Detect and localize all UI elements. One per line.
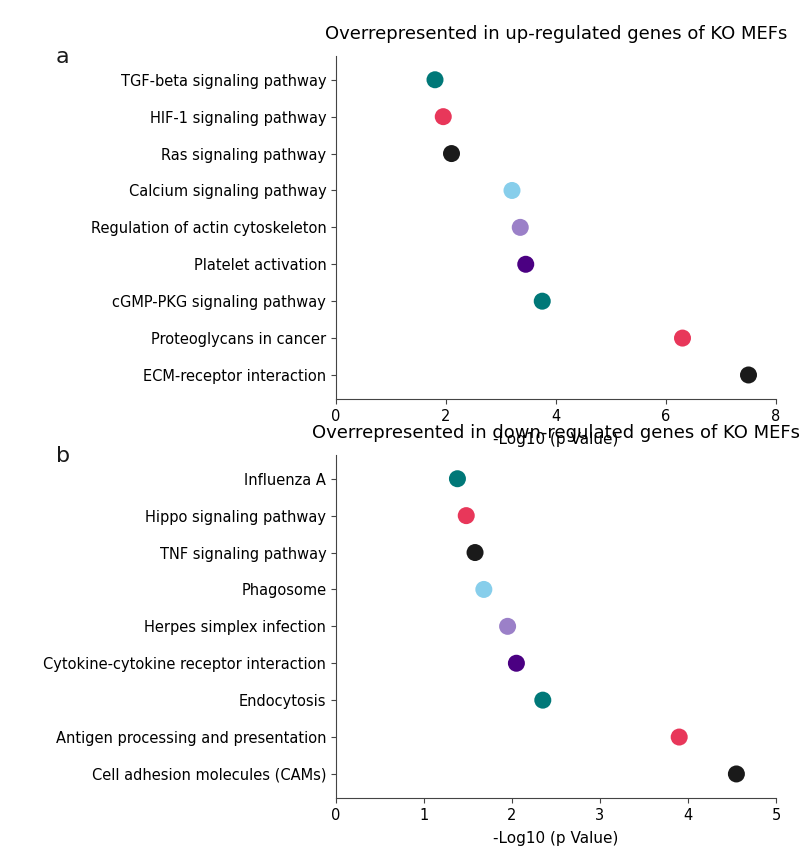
Point <box>437 110 450 124</box>
Point <box>478 583 490 596</box>
Point <box>506 184 518 197</box>
Point <box>730 767 742 781</box>
Title: Overrepresented in up-regulated genes of KO MEFs: Overrepresented in up-regulated genes of… <box>325 25 787 43</box>
Point <box>469 546 482 559</box>
Point <box>510 656 523 670</box>
X-axis label: -Log10 (p Value): -Log10 (p Value) <box>494 831 618 846</box>
Point <box>451 472 464 486</box>
Point <box>536 294 549 308</box>
Point <box>519 257 532 271</box>
Point <box>429 73 442 87</box>
Text: b: b <box>56 446 70 466</box>
Point <box>460 509 473 523</box>
Title: Overrepresented in down-regulated genes of KO MEFs: Overrepresented in down-regulated genes … <box>312 424 800 442</box>
Point <box>742 368 755 382</box>
Point <box>514 221 526 234</box>
Point <box>676 331 689 345</box>
Text: a: a <box>56 47 70 67</box>
Point <box>673 730 686 744</box>
Point <box>536 693 549 707</box>
X-axis label: -Log10 (p Value): -Log10 (p Value) <box>494 432 618 447</box>
Point <box>501 619 514 633</box>
Point <box>445 147 458 160</box>
